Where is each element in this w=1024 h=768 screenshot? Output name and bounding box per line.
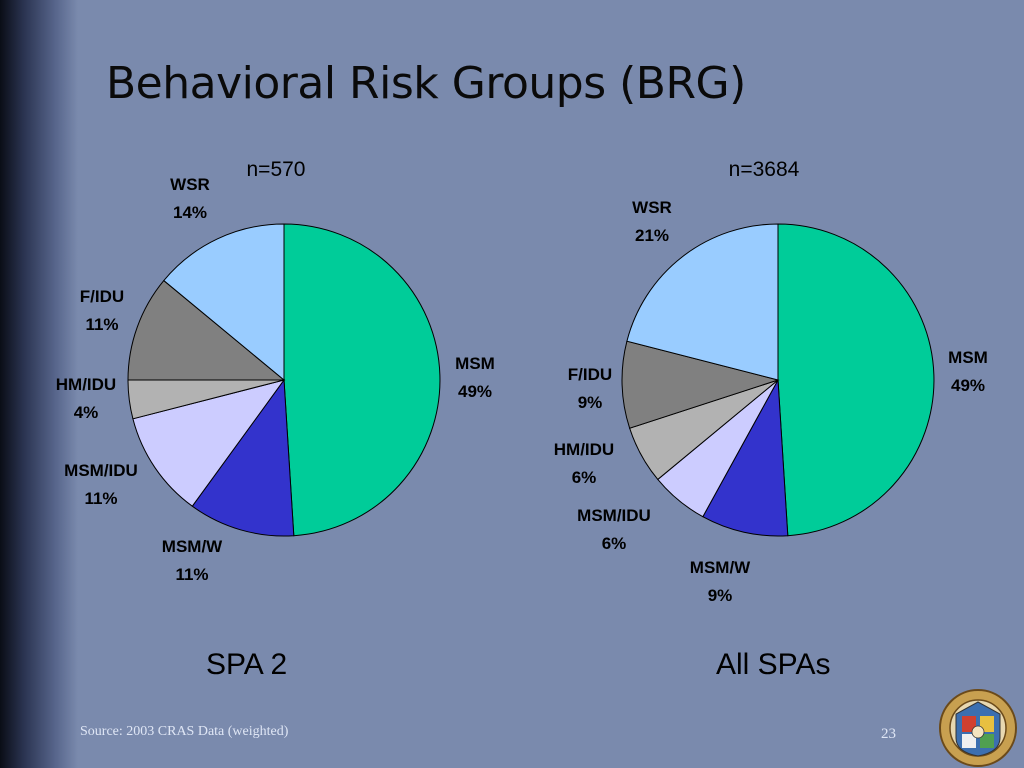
chart-2-label-f-idu: F/IDU [568,365,612,384]
chart-2-value-wsr: 21% [635,226,669,245]
chart-1-label-msm-w: MSM/W [162,537,223,556]
chart-2-value-f-idu: 9% [578,393,603,412]
chart-1-caption: SPA 2 [206,648,288,681]
chart-1-label-hm-idu: HM/IDU [56,375,116,394]
chart-2-label-msm: MSM [948,348,988,367]
chart-1-sample-size: n=570 [247,158,306,181]
chart-2-slice-wsr [626,223,779,381]
chart-1-value-msm-w: 11% [175,565,208,584]
chart-1-label-wsr: WSR [170,175,210,194]
chart-1-slice-f-idu [127,279,286,381]
source-note: Source: 2003 CRAS Data (weighted) [80,724,289,739]
chart-1-value-msm-idu: 11% [84,489,117,508]
chart-1-value-msm: 49% [458,382,492,401]
left-edge-shadow [0,0,78,768]
chart-1-label-msm: MSM [455,354,495,373]
chart-2-label-hm-idu: HM/IDU [554,440,614,459]
page-number: 23 [881,726,896,742]
chart-1-label-f-idu: F/IDU [80,287,124,306]
chart-2-slice-f-idu [621,340,780,429]
chart-2-value-hm-idu: 6% [572,468,597,487]
chart-2-label-msm-w: MSM/W [690,558,751,577]
chart-1-value-hm-idu: 4% [74,403,99,422]
chart-2-slice-msm [777,223,935,537]
chart-1-value-f-idu: 11% [85,315,118,334]
chart-2-value-msm-w: 9% [708,586,733,605]
chart-1-slice-msm [283,223,441,537]
chart-2-caption: All SPAs [716,648,831,681]
chart-1-value-wsr: 14% [173,203,207,222]
chart-2-label-msm-idu: MSM/IDU [577,506,651,525]
chart-1-slice-msm-w [191,378,295,537]
chart-1-label-msm-idu: MSM/IDU [64,461,138,480]
slide-title: Behavioral Risk Groups (BRG) [106,58,746,109]
chart-2-value-msm-idu: 6% [602,534,627,553]
county-seal-logo [939,689,1017,767]
chart-2-label-wsr: WSR [632,198,672,217]
chart-2-slice-msm-w [702,378,789,537]
chart-2-sample-size: n=3684 [729,158,800,181]
chart-2-value-msm: 49% [951,376,985,395]
chart-1-slice-wsr [163,223,285,382]
chart-1-slice-msm-idu [132,379,286,507]
